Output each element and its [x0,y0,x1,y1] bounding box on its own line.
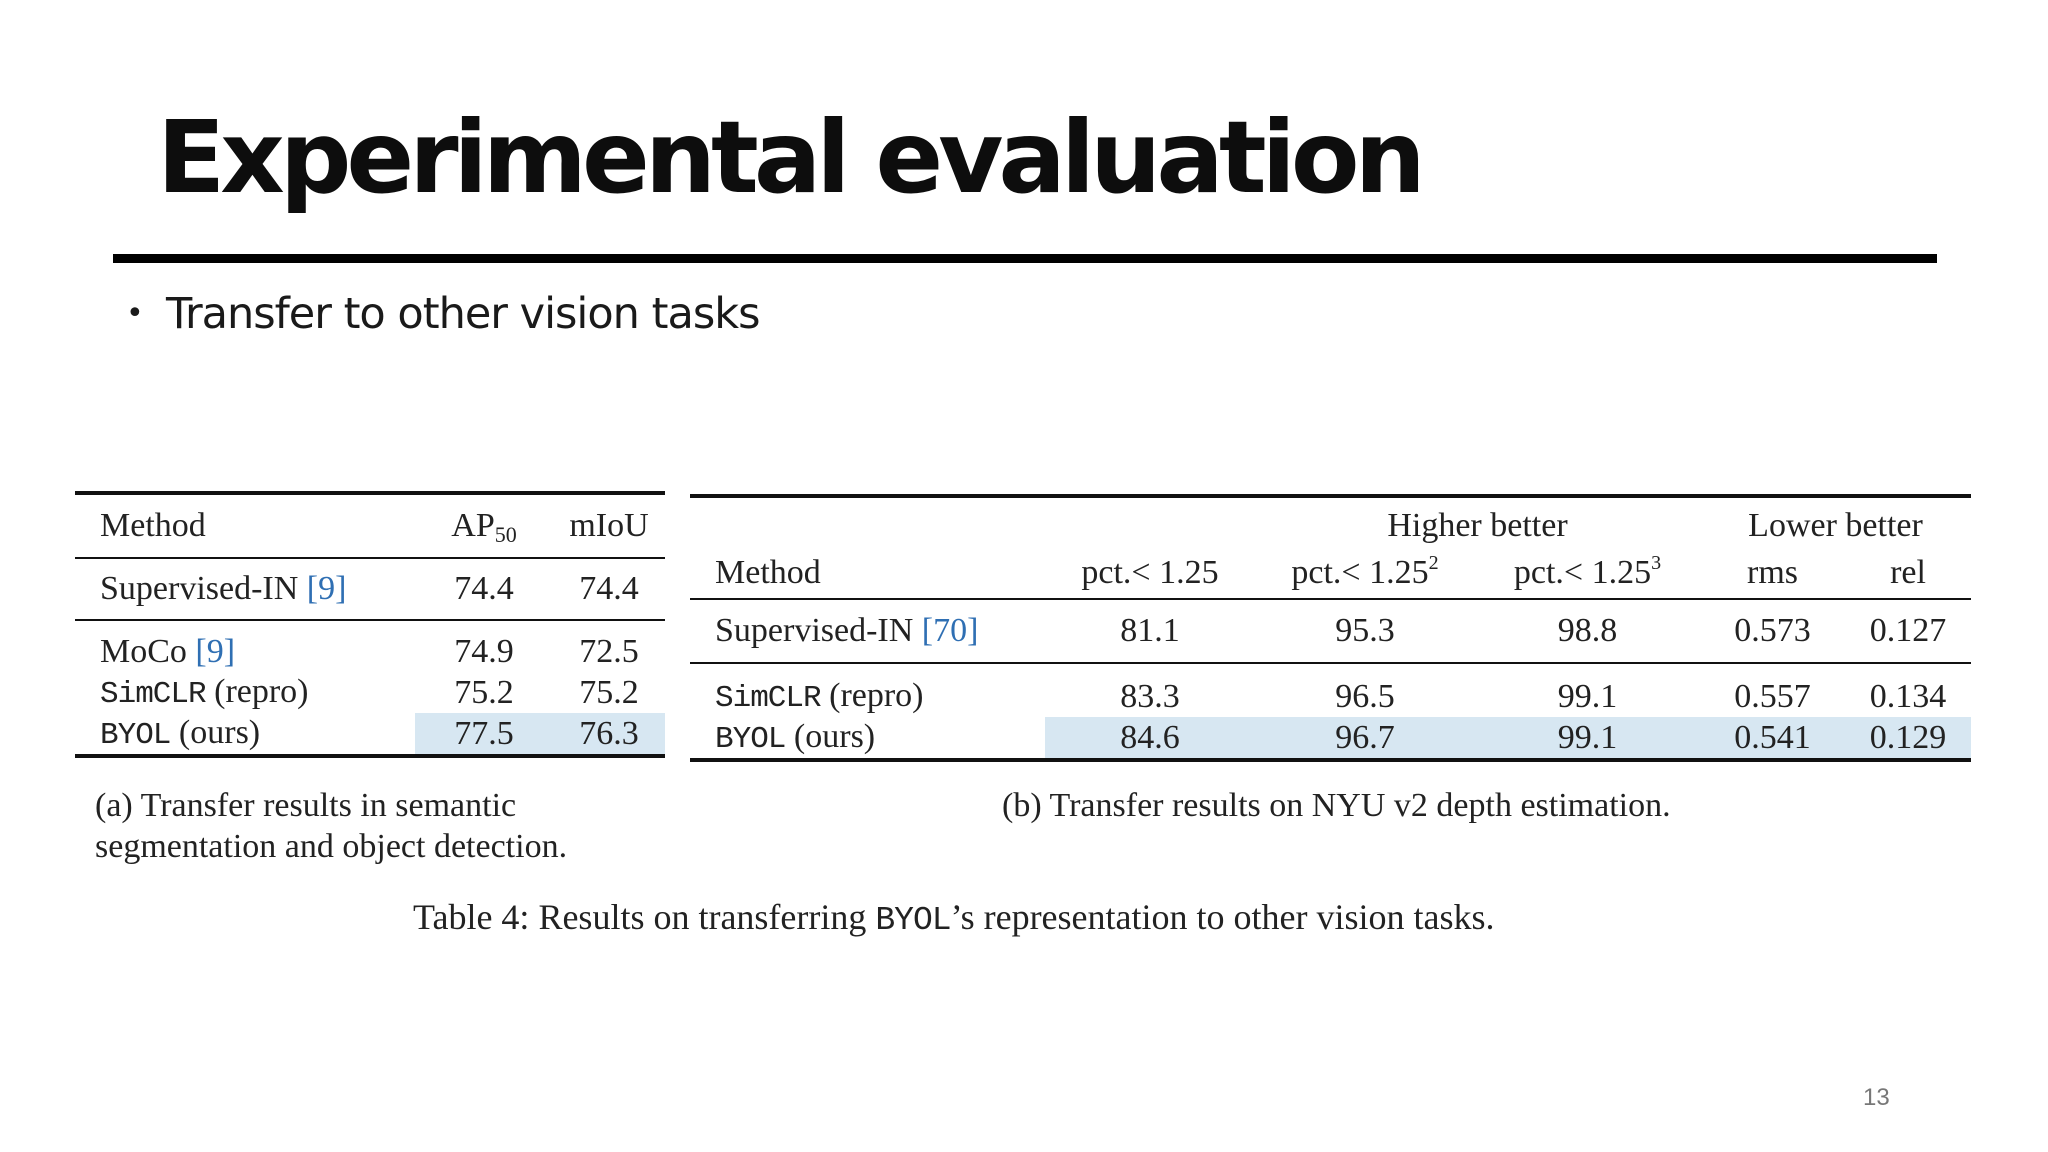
citation-link[interactable]: [9] [306,570,347,607]
table-b-p3-cell-highlight: 99.1 [1475,717,1700,760]
empty-cell [690,496,1045,548]
table-b-rms-cell: 0.573 [1734,612,1811,649]
table-b-header-p2: pct.< 1.252 [1255,548,1475,599]
table-a: Method AP50 mIoU Supervised-IN [9] 74.4 … [75,491,665,758]
table-b-header-p3: pct.< 1.253 [1475,548,1700,599]
table-b-p1-cell-highlight: 84.6 [1045,717,1255,760]
citation-link[interactable]: [70] [921,612,979,649]
table-row: Supervised-IN [9] 74.4 74.4 [75,558,665,620]
method-name: MoCo [100,632,187,670]
table-b-rel-cell: 0.127 [1869,612,1947,649]
table-b-p3-cell: 99.1 [1557,677,1618,715]
table-b-method-cell: BYOL (ours) [690,717,1045,760]
method-name: BYOL [100,718,171,753]
p2-superscript: 2 [1428,552,1439,574]
table-b-method-cell: SimCLR (repro) [690,663,1045,717]
method-suffix: (ours) [793,718,876,755]
title-divider [113,254,1937,263]
table-b-group-row: Higher better Lower better [690,496,1971,548]
bullet-text: Transfer to other vision tasks [166,289,761,339]
table-a-method-cell: Supervised-IN [9] [75,558,415,620]
table-a-caption: (a) Transfer results in semantic segment… [95,787,568,865]
table-b-header-rms: rms [1747,554,1798,591]
table-row: Supervised-IN [70] 81.1 95.3 98.8 0.573 … [690,599,1971,663]
table-b-p1-cell: 83.3 [1120,677,1180,715]
method-suffix: (ours) [178,714,261,751]
p3-text: pct.< 1.25 [1513,554,1652,591]
table-b-caption: (b) Transfer results on NYU v2 depth est… [1002,787,1671,824]
table-row: BYOL (ours) 77.5 76.3 [75,713,665,756]
slide-title: Experimental evaluation [157,99,1426,216]
method-name: Supervised-IN [715,612,914,649]
figure-caption-mono: BYOL [875,902,951,939]
figure-caption: Table 4: Results on transferring BYOL’s … [413,897,1495,941]
table-a-miou-cell: 72.5 [579,632,639,670]
table-a-miou-cell: 75.2 [579,673,639,711]
table-b-p2-cell: 95.3 [1335,612,1395,649]
table-b: Higher better Lower better Method pct.< … [690,494,1971,762]
table-a-miou-cell: 74.4 [579,570,639,607]
table-row: BYOL (ours) 84.6 96.7 99.1 0.541 0.129 [690,717,1971,760]
table-a-ap-cell: 75.2 [454,673,514,711]
table-b-rms-cell-highlight: 0.541 [1700,717,1845,760]
bullet-item: • Transfer to other vision tasks [126,286,761,342]
table-b-p3-cell: 98.8 [1557,612,1618,649]
table-b-rms-cell: 0.557 [1734,677,1811,715]
empty-cell [1045,496,1255,548]
p2-text: pct.< 1.25 [1291,554,1429,591]
group-header-higher: Higher better [1387,507,1568,544]
table-row: SimCLR (repro) 83.3 96.5 99.1 0.557 0.13… [690,663,1971,717]
citation-link[interactable]: [9] [195,632,236,670]
table-a-header-method: Method [100,507,206,544]
figure-caption-prefix: Table 4: Results on transferring [413,897,867,937]
table-b-method-cell: Supervised-IN [70] [690,599,1045,663]
table-b-header-p1: pct.< 1.25 [1081,554,1219,591]
bullet-dot-icon: • [126,296,144,331]
method-name: SimCLR [100,677,207,712]
method-name: SimCLR [715,681,822,716]
method-suffix: (repro) [214,673,309,710]
table-b-rel-cell-highlight: 0.129 [1845,717,1971,760]
table-a-header-miou: mIoU [569,507,649,544]
table-b-p1-cell: 81.1 [1120,612,1180,649]
table-a-header-ap: AP50 [415,493,553,558]
method-name: Supervised-IN [100,570,299,607]
table-b-header-row: Method pct.< 1.25 pct.< 1.252 pct.< 1.25… [690,548,1971,599]
table-a-ap-cell: 74.9 [454,632,514,670]
table-row: MoCo [9] 74.9 72.5 [75,620,665,672]
group-header-lower: Lower better [1748,507,1923,544]
table-a-miou-cell-highlight: 76.3 [553,713,665,756]
table-a-header-row: Method AP50 mIoU [75,493,665,558]
table-b-header-rel: rel [1890,554,1926,591]
table-a-method-cell: BYOL (ours) [75,713,415,756]
figure-caption-suffix: ’s representation to other vision tasks. [950,897,1495,937]
table-a-header-ap-subscript: 50 [494,522,517,547]
table-a-method-cell: MoCo [9] [75,620,415,672]
table-a-ap-cell-highlight: 77.5 [415,713,553,756]
method-suffix: (repro) [829,677,924,714]
table-a-header-ap-text: AP [451,507,495,544]
table-a-method-cell: SimCLR (repro) [75,672,415,713]
method-name: BYOL [715,722,786,757]
table-row: SimCLR (repro) 75.2 75.2 [75,672,665,713]
p3-superscript: 3 [1651,552,1662,574]
table-b-p2-cell: 96.5 [1335,677,1395,715]
table-a-ap-cell: 74.4 [454,570,514,607]
page-number: 13 [1863,1084,1890,1111]
table-b-header-method: Method [715,554,821,591]
table-b-rel-cell: 0.134 [1869,677,1947,715]
table-b-p2-cell-highlight: 96.7 [1255,717,1475,760]
